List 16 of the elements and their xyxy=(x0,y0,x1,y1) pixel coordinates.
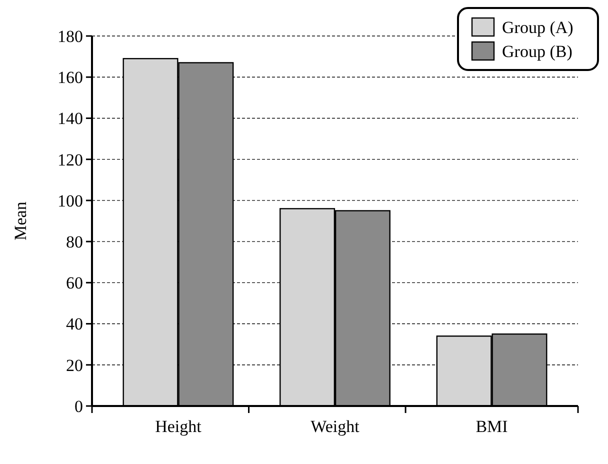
legend-label: Group (A) xyxy=(502,18,574,37)
y-tick-label: 60 xyxy=(66,274,83,293)
legend-label: Group (B) xyxy=(502,42,572,61)
x-tick-label: Weight xyxy=(310,417,360,436)
y-tick-label: 100 xyxy=(58,191,83,210)
y-tick-label: 0 xyxy=(74,396,83,416)
y-tick-label: 140 xyxy=(58,109,83,128)
y-tick-label: 160 xyxy=(58,68,83,88)
x-tick-label: BMI xyxy=(476,417,508,436)
y-tick-label: 40 xyxy=(66,314,83,334)
y-axis-title: Mean xyxy=(11,201,30,240)
y-tick-label: 80 xyxy=(66,232,83,252)
y-tick-label: 120 xyxy=(58,150,83,170)
x-tick-label: Height xyxy=(155,417,202,436)
y-tick-label: 180 xyxy=(58,26,83,46)
y-tick-label: 20 xyxy=(66,356,83,375)
